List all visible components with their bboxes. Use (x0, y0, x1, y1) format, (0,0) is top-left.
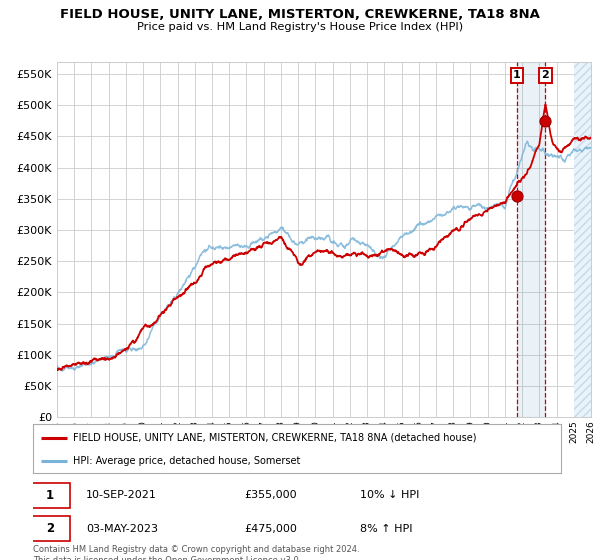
Text: 03-MAY-2023: 03-MAY-2023 (86, 524, 158, 534)
Text: 1: 1 (46, 488, 54, 502)
Bar (517, 62, 545, 417)
Text: HPI: Average price, detached house, Somerset: HPI: Average price, detached house, Some… (73, 456, 300, 466)
Text: 1: 1 (513, 71, 521, 81)
Text: £355,000: £355,000 (244, 490, 297, 500)
Text: 10-SEP-2021: 10-SEP-2021 (86, 490, 157, 500)
Text: FIELD HOUSE, UNITY LANE, MISTERTON, CREWKERNE, TA18 8NA (detached house): FIELD HOUSE, UNITY LANE, MISTERTON, CREW… (73, 433, 476, 443)
Bar (574, 62, 591, 417)
Text: 8% ↑ HPI: 8% ↑ HPI (361, 524, 413, 534)
Bar (574, 62, 591, 417)
Text: FIELD HOUSE, UNITY LANE, MISTERTON, CREWKERNE, TA18 8NA: FIELD HOUSE, UNITY LANE, MISTERTON, CREW… (60, 8, 540, 21)
FancyBboxPatch shape (31, 516, 70, 541)
Text: 2: 2 (541, 71, 549, 81)
Text: Price paid vs. HM Land Registry's House Price Index (HPI): Price paid vs. HM Land Registry's House … (137, 22, 463, 32)
Text: 10% ↓ HPI: 10% ↓ HPI (361, 490, 420, 500)
Text: £475,000: £475,000 (244, 524, 297, 534)
Text: Contains HM Land Registry data © Crown copyright and database right 2024.
This d: Contains HM Land Registry data © Crown c… (33, 545, 359, 560)
FancyBboxPatch shape (31, 483, 70, 507)
Text: 2: 2 (46, 522, 54, 535)
